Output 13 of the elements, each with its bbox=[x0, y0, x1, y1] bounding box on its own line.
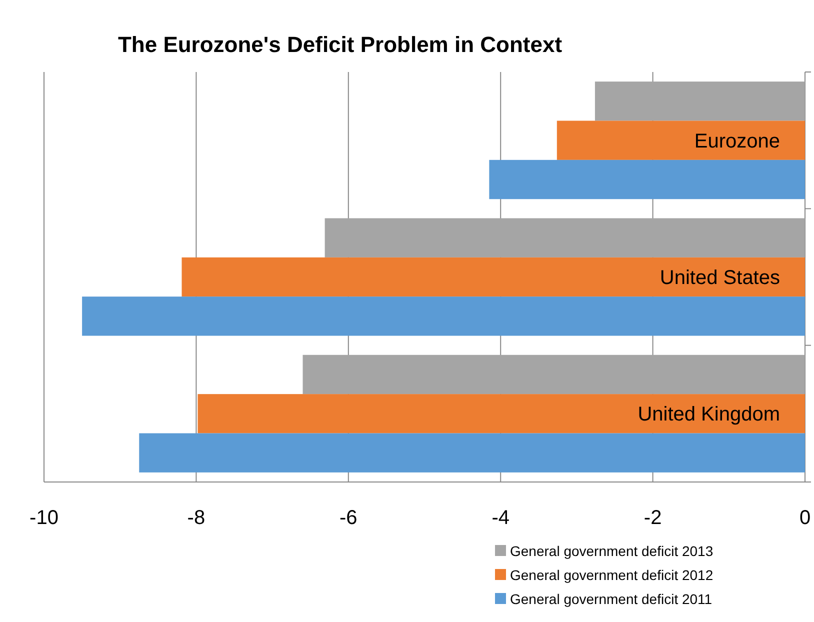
x-tick-label: -6 bbox=[340, 507, 358, 530]
y-tick-label: Eurozone bbox=[694, 130, 780, 152]
legend-label: General government deficit 2013 bbox=[510, 543, 714, 559]
chart-title: The Eurozone's Deficit Problem in Context bbox=[118, 32, 563, 57]
x-tick-label: -8 bbox=[187, 507, 206, 530]
y-tick-label: United States bbox=[660, 267, 780, 289]
legend-label: General government deficit 2012 bbox=[510, 567, 714, 583]
x-tick-label: -10 bbox=[30, 507, 58, 530]
y-tick-label: United Kingdom bbox=[638, 404, 780, 426]
x-tick-label: -2 bbox=[644, 507, 662, 530]
legend-label: General government deficit 2011 bbox=[510, 591, 712, 607]
x-tick-label: -4 bbox=[492, 507, 510, 530]
x-tick-label: 0 bbox=[799, 507, 811, 530]
